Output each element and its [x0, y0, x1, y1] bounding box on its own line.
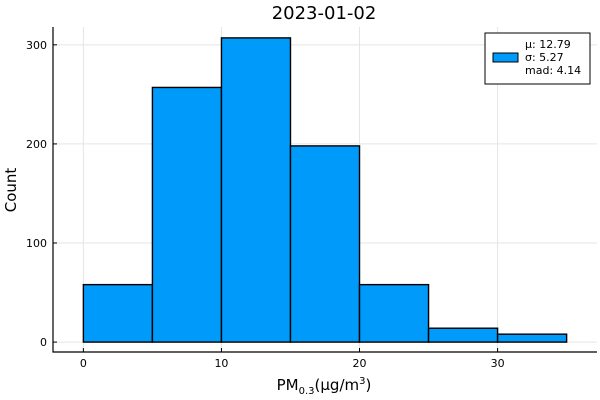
histogram-bar	[82, 283, 154, 343]
x-tick-label: 20	[353, 357, 367, 370]
x-tick-label: 0	[80, 357, 87, 370]
y-tick-label: 300	[26, 39, 47, 52]
histogram-bar	[151, 86, 223, 343]
histogram-bar	[358, 283, 430, 343]
legend-line-mad: mad: 4.14	[525, 64, 581, 77]
histogram-bar	[220, 37, 292, 343]
histogram-bar	[427, 327, 499, 343]
legend-line-mean: µ: 12.79	[525, 38, 571, 51]
y-axis-ticks: 0 100 200 300	[26, 39, 57, 349]
chart-title: 2023-01-02	[272, 3, 377, 24]
x-tick-label: 10	[214, 357, 228, 370]
histogram-bar	[496, 333, 568, 343]
y-tick-label: 200	[26, 138, 47, 151]
x-axis-label: PM0.3(µg/m3)	[277, 376, 372, 397]
x-tick-label: 30	[491, 357, 505, 370]
y-tick-label: 100	[26, 237, 47, 250]
x-axis-ticks: 0 10 20 30	[80, 348, 505, 370]
histogram-bar	[289, 145, 361, 343]
y-tick-label: 0	[40, 336, 47, 349]
axis-frame	[52, 27, 597, 353]
legend-line-sd: σ: 5.27	[525, 51, 564, 64]
y-axis-label: Count	[2, 168, 20, 213]
legend-swatch	[492, 52, 519, 63]
bars	[82, 37, 568, 343]
legend: µ: 12.79 σ: 5.27 mad: 4.14	[484, 32, 591, 85]
